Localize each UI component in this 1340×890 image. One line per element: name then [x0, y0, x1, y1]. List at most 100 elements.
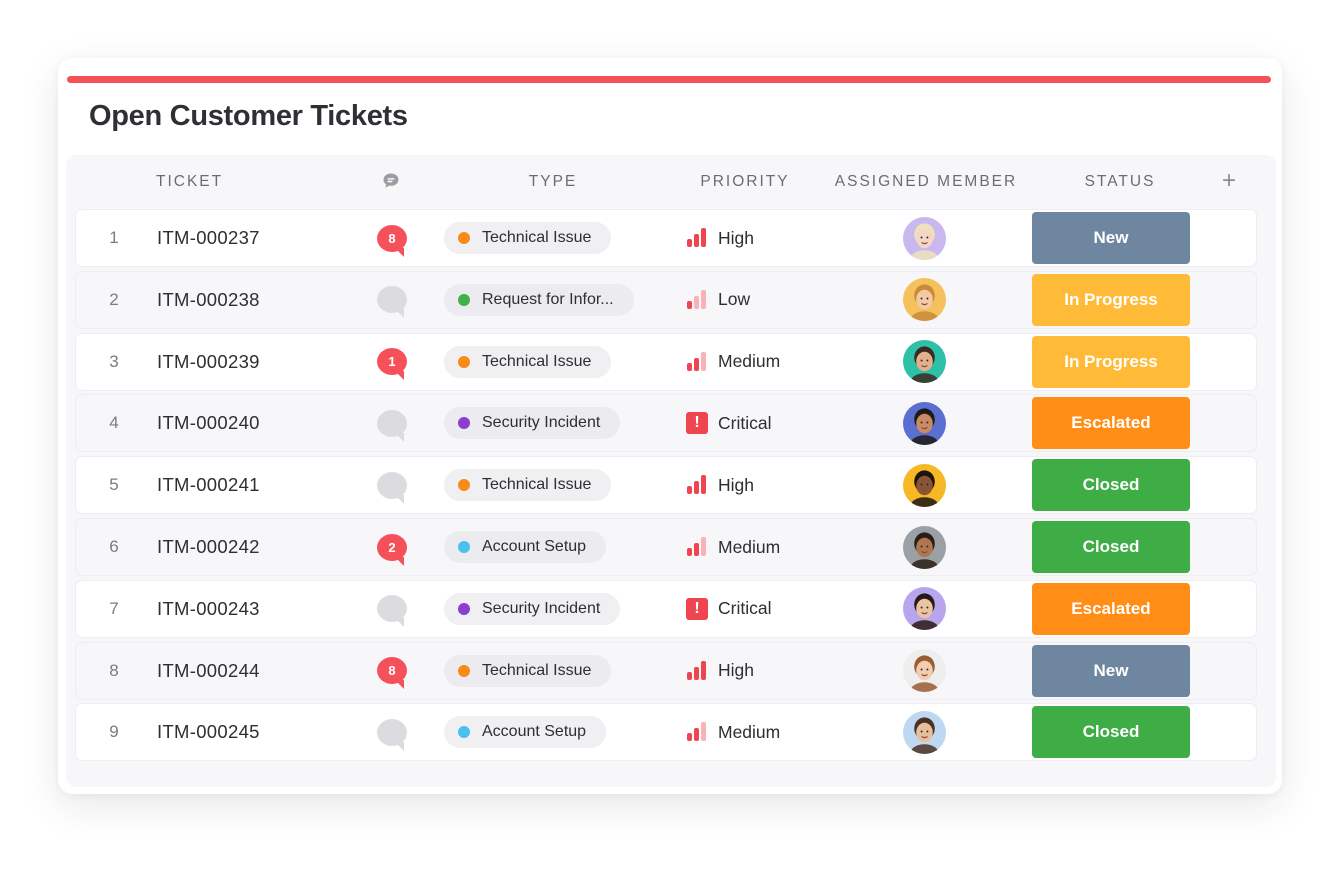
status-cell[interactable]: New [1032, 643, 1190, 699]
status-badge[interactable]: New [1032, 644, 1190, 697]
priority-cell[interactable]: High [686, 457, 754, 513]
ticket-id[interactable]: ITM-000245 [157, 721, 260, 743]
status-badge[interactable]: Closed [1032, 521, 1190, 573]
status-badge[interactable]: Escalated [1032, 397, 1190, 450]
table-row[interactable]: 2 ITM-000238 Request for Infor... Low In Pro… [76, 271, 1256, 328]
type-tag[interactable]: Account Setup [444, 531, 607, 563]
priority-cell[interactable]: ! Critical [686, 395, 771, 451]
table-row[interactable]: 1 ITM-000237 8 Technical Issue High New [76, 210, 1256, 266]
priority-cell[interactable]: Medium [686, 334, 780, 390]
status-badge[interactable]: New [1032, 212, 1190, 264]
member-cell[interactable] [894, 519, 954, 575]
comment-cell[interactable] [376, 704, 408, 760]
type-tag[interactable]: Technical Issue [444, 469, 612, 502]
comment-cell[interactable] [376, 272, 408, 328]
avatar[interactable] [902, 401, 946, 445]
comment-bubble-icon[interactable] [377, 718, 407, 751]
comment-bubble-icon[interactable]: 1 [377, 348, 407, 381]
status-cell[interactable]: New [1032, 210, 1190, 266]
comment-cell[interactable] [376, 581, 408, 637]
priority-cell[interactable]: ! Critical [686, 581, 771, 637]
avatar[interactable] [902, 340, 946, 384]
status-badge[interactable]: Closed [1032, 706, 1190, 759]
comment-bubble-icon[interactable]: 2 [377, 533, 407, 566]
member-cell[interactable] [894, 643, 954, 699]
avatar[interactable] [902, 216, 946, 260]
avatar[interactable] [902, 525, 946, 569]
table-row[interactable]: 4 ITM-000240 Security Incident! Critical Esc… [76, 395, 1256, 452]
status-cell[interactable]: Closed [1032, 457, 1190, 513]
member-cell[interactable] [894, 210, 954, 266]
comment-bubble-icon[interactable] [377, 471, 407, 504]
comment-cell[interactable]: 2 [376, 519, 408, 575]
avatar[interactable] [902, 710, 946, 754]
type-tag[interactable]: Technical Issue [444, 345, 612, 378]
comment-bubble-icon[interactable] [377, 409, 407, 442]
status-badge[interactable]: In Progress [1032, 335, 1190, 388]
comment-cell[interactable] [376, 395, 408, 451]
table-row[interactable]: 3 ITM-000239 1 Technical Issue Medium In Prog… [76, 333, 1256, 390]
avatar[interactable] [902, 587, 946, 631]
avatar[interactable] [902, 463, 946, 507]
table-row[interactable]: 9 ITM-000245 Account Setup Medium Closed [76, 704, 1256, 761]
table-row[interactable]: 6 ITM-000242 2 Account Setup Medium Closed [76, 519, 1256, 575]
ticket-id[interactable]: ITM-000237 [157, 227, 260, 248]
comment-cell[interactable]: 8 [376, 210, 408, 266]
priority-cell[interactable]: High [686, 643, 754, 699]
type-cell[interactable]: Security Incident [444, 581, 621, 637]
type-cell[interactable]: Technical Issue [444, 643, 612, 699]
type-tag[interactable]: Technical Issue [444, 654, 612, 687]
type-cell[interactable]: Technical Issue [444, 457, 612, 513]
priority-cell[interactable]: Medium [686, 519, 780, 575]
type-cell[interactable]: Technical Issue [444, 334, 612, 390]
type-tag[interactable]: Security Incident [444, 592, 621, 625]
status-badge[interactable]: In Progress [1032, 273, 1190, 326]
type-tag[interactable]: Security Incident [444, 407, 621, 440]
priority-cell[interactable]: Low [686, 272, 750, 328]
status-cell[interactable]: Closed [1032, 519, 1190, 575]
type-tag[interactable]: Account Setup [444, 716, 607, 749]
member-cell[interactable] [894, 581, 954, 637]
column-header-assigned-member[interactable]: ASSIGNED MEMBER [834, 173, 1018, 190]
status-cell[interactable]: In Progress [1032, 334, 1190, 390]
type-tag[interactable]: Request for Infor... [444, 283, 634, 316]
priority-cell[interactable]: High [686, 210, 754, 266]
status-badge[interactable]: Escalated [1032, 582, 1190, 635]
comment-bubble-icon[interactable] [377, 595, 407, 628]
comment-cell[interactable]: 8 [376, 643, 408, 699]
column-header-type[interactable]: TYPE [528, 173, 578, 190]
column-header-priority[interactable]: PRIORITY [700, 173, 790, 190]
member-cell[interactable] [894, 395, 954, 451]
ticket-id[interactable]: ITM-000241 [157, 474, 260, 496]
comment-bubble-icon[interactable] [377, 286, 407, 319]
status-cell[interactable]: Escalated [1032, 395, 1190, 451]
comment-bubble-icon[interactable]: 8 [377, 657, 407, 690]
ticket-id[interactable]: ITM-000238 [157, 288, 260, 310]
member-cell[interactable] [894, 704, 954, 760]
type-cell[interactable]: Account Setup [444, 704, 607, 760]
type-tag[interactable]: Technical Issue [444, 222, 612, 254]
column-header-status[interactable]: STATUS [1084, 173, 1156, 190]
comment-cell[interactable]: 1 [376, 334, 408, 390]
table-row[interactable]: 5 ITM-000241 Technical Issue High Closed [76, 457, 1256, 514]
add-column-icon[interactable]: + [1221, 167, 1236, 194]
status-cell[interactable]: Escalated [1032, 581, 1190, 637]
ticket-id[interactable]: ITM-000243 [157, 597, 260, 619]
member-cell[interactable] [894, 457, 954, 513]
type-cell[interactable]: Technical Issue [444, 210, 612, 266]
member-cell[interactable] [894, 334, 954, 390]
comment-icon[interactable] [382, 172, 400, 190]
avatar[interactable] [902, 649, 946, 693]
ticket-id[interactable]: ITM-000240 [157, 412, 260, 434]
status-cell[interactable]: In Progress [1032, 272, 1190, 328]
status-cell[interactable]: Closed [1032, 704, 1190, 760]
priority-cell[interactable]: Medium [686, 704, 780, 760]
ticket-id[interactable]: ITM-000244 [157, 659, 260, 681]
type-cell[interactable]: Security Incident [444, 395, 621, 451]
table-row[interactable]: 8 ITM-000244 8 Technical Issue High New [76, 642, 1256, 699]
member-cell[interactable] [894, 272, 954, 328]
comment-bubble-icon[interactable]: 8 [377, 224, 407, 257]
column-header-ticket[interactable]: TICKET [156, 173, 224, 190]
avatar[interactable] [902, 278, 946, 322]
ticket-id[interactable]: ITM-000239 [157, 350, 260, 372]
